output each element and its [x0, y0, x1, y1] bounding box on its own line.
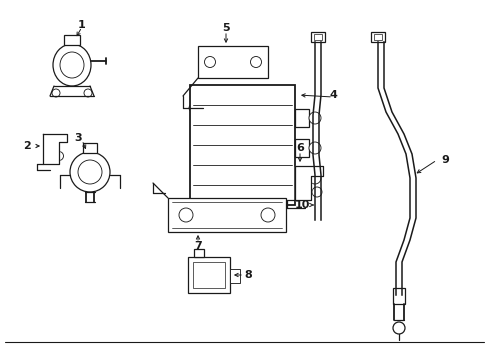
Bar — [229, 269, 240, 283]
Polygon shape — [43, 134, 67, 164]
Bar — [64, 35, 80, 45]
Bar — [168, 198, 285, 232]
Circle shape — [392, 322, 404, 334]
Circle shape — [311, 187, 321, 197]
Circle shape — [250, 57, 261, 68]
Text: 8: 8 — [244, 270, 251, 280]
Bar — [194, 249, 203, 257]
Bar — [190, 85, 294, 205]
Bar — [370, 32, 384, 42]
Circle shape — [70, 152, 110, 192]
Circle shape — [308, 142, 320, 154]
Text: 1: 1 — [78, 20, 86, 30]
Bar — [294, 139, 308, 157]
Circle shape — [52, 89, 60, 97]
Circle shape — [84, 89, 92, 97]
Circle shape — [179, 208, 193, 222]
Text: 4: 4 — [328, 90, 336, 100]
Circle shape — [189, 104, 197, 112]
Circle shape — [308, 112, 320, 124]
Circle shape — [78, 160, 102, 184]
Bar — [187, 257, 229, 293]
Polygon shape — [294, 166, 323, 200]
Bar — [310, 32, 325, 42]
Text: 2: 2 — [23, 141, 31, 151]
Circle shape — [54, 152, 63, 161]
Bar — [193, 262, 224, 288]
Ellipse shape — [60, 52, 84, 78]
Bar — [198, 46, 267, 78]
Text: 9: 9 — [440, 155, 448, 165]
Bar — [392, 288, 404, 304]
Bar — [373, 34, 381, 40]
Text: 10: 10 — [294, 200, 309, 210]
Bar — [313, 34, 321, 40]
Bar — [294, 169, 308, 187]
Ellipse shape — [53, 44, 91, 86]
Text: 3: 3 — [74, 133, 81, 143]
Text: 6: 6 — [295, 143, 304, 153]
Circle shape — [204, 57, 215, 68]
Text: 7: 7 — [194, 241, 202, 251]
Circle shape — [308, 172, 320, 184]
Text: 5: 5 — [222, 23, 229, 33]
Bar — [83, 143, 97, 153]
Circle shape — [261, 208, 274, 222]
Bar — [294, 109, 308, 127]
